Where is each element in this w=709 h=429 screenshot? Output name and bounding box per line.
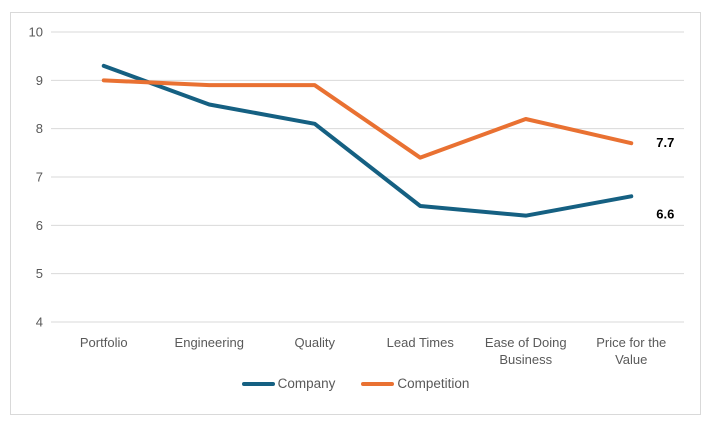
chart-svg: 10 9 8 7 6 5 4 Portfolio Engineering Quality Lead … (29, 25, 684, 367)
y-tick-label: 9 (36, 73, 43, 88)
y-tick-label: 8 (36, 121, 43, 136)
y-tick-label: 10 (29, 25, 43, 40)
data-label-competition: 7.7 (656, 135, 674, 150)
legend-swatch-company (241, 381, 275, 386)
series-line-competition (101, 78, 634, 160)
data-label-company: 6.6 (656, 206, 674, 221)
legend-item-company: Company (241, 376, 336, 391)
y-tick-label: 6 (36, 218, 43, 233)
chart-frame: 10 9 8 7 6 5 4 Portfolio Engineering Quality Lead … (10, 12, 701, 415)
category-label: Portfolio (80, 335, 128, 350)
category-label: Engineering (175, 335, 244, 350)
category-label: Lead Times (387, 335, 455, 350)
legend-label: Company (277, 376, 336, 391)
legend-label: Competition (397, 376, 470, 391)
category-label: Quality (295, 335, 336, 350)
chart-legend: Company Competition (11, 377, 700, 391)
y-tick-label: 7 (36, 170, 43, 185)
legend-item-competition: Competition (361, 377, 469, 391)
y-tick-label: 5 (36, 266, 43, 281)
legend-swatch-competition (361, 381, 395, 386)
category-label: Business (499, 352, 552, 367)
category-label: Price for the (596, 335, 666, 350)
category-label: Ease of Doing (485, 335, 567, 350)
series-line-company (101, 63, 634, 218)
y-tick-label: 4 (36, 315, 43, 330)
category-label: Value (615, 352, 647, 367)
